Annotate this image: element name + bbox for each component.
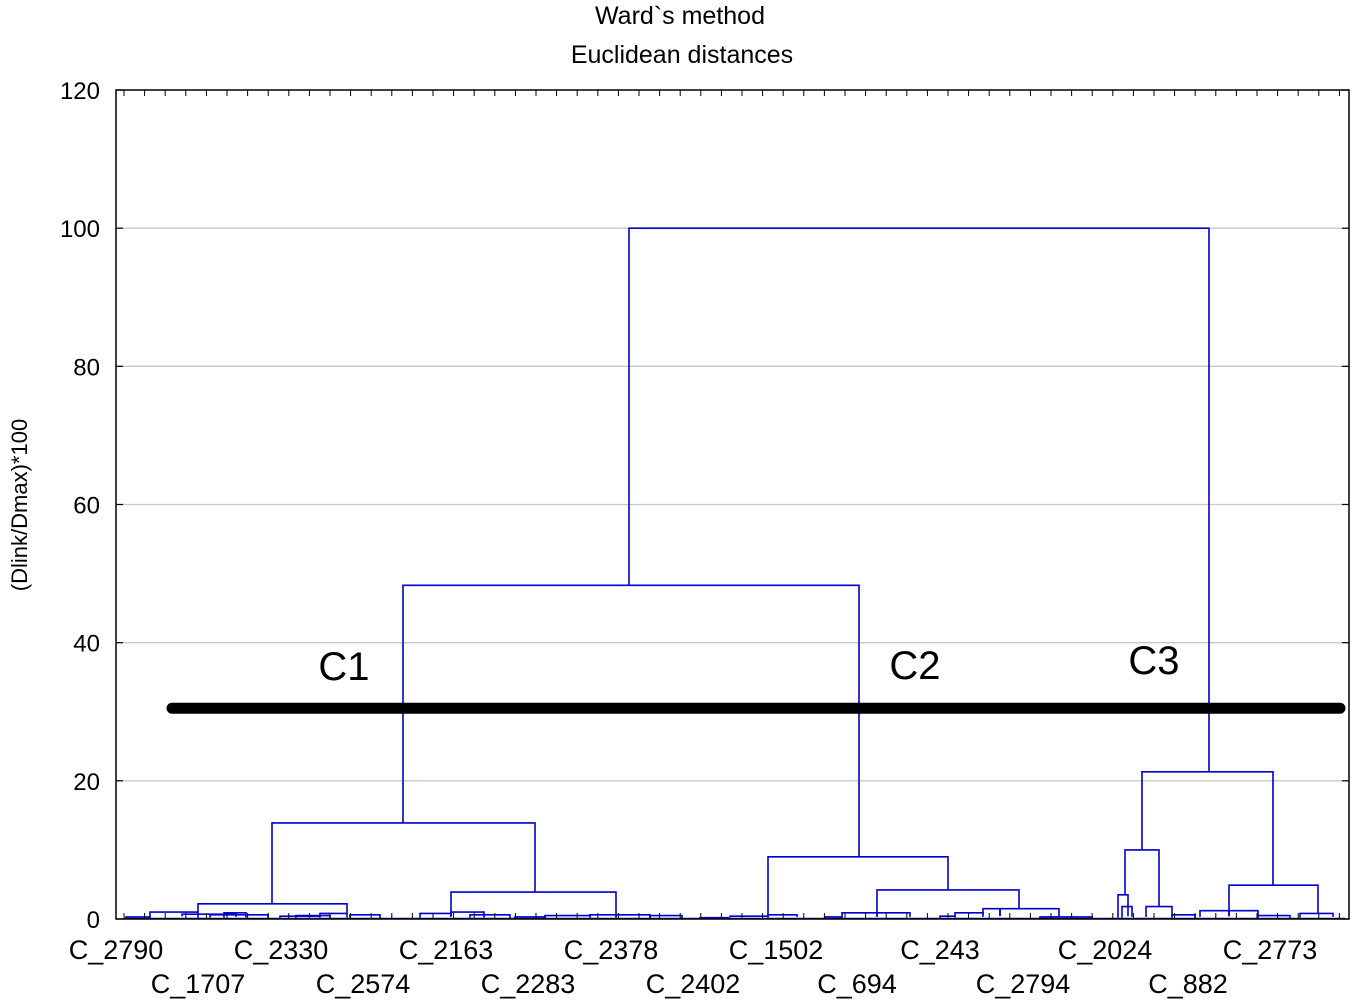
x-tick-label: C_2773 — [1223, 935, 1318, 965]
dendrogram-link — [223, 911, 247, 918]
dendrogram-link — [841, 911, 878, 917]
dendrogram-link — [1299, 912, 1334, 918]
grid-lines — [116, 227, 1349, 782]
dendrogram-link — [1121, 905, 1133, 918]
y-tick-labels: 0 20 40 60 80 100 120 — [60, 78, 100, 934]
dendrogram-link — [824, 916, 843, 919]
x-tick-labels: C_2790 C_2330 C_2163 C_2378 C_1502 C_243 C_202… — [69, 935, 1318, 999]
dendrogram-link — [349, 914, 381, 919]
y-tick-label: 0 — [87, 907, 100, 934]
chart-subtitle: Euclidean distances — [571, 41, 793, 69]
axis-ticks — [116, 89, 1349, 920]
dendrogram-link — [544, 914, 591, 918]
dendrogram-link — [1199, 909, 1230, 917]
dendrogram-link — [999, 907, 1060, 917]
dendrogram-link — [876, 911, 911, 917]
dendrogram-link — [1141, 771, 1274, 886]
x-tick-label: C_2024 — [1058, 935, 1153, 965]
y-tick-label: 40 — [73, 631, 100, 658]
x-tick-label: C_2330 — [234, 935, 329, 965]
y-tick-label: 120 — [60, 78, 100, 105]
dendrogram-link — [1145, 905, 1173, 917]
dendrogram-link — [767, 914, 798, 917]
y-tick-label: 60 — [73, 493, 100, 520]
dendrogram-link — [419, 912, 452, 918]
dendrogram-link — [271, 822, 536, 904]
cluster-label-c3: C3 — [1128, 639, 1179, 683]
x-tick-label: C_2794 — [976, 969, 1071, 999]
cluster-labels: C1 C2 C3 — [318, 639, 1179, 689]
y-tick-label: 20 — [73, 769, 100, 796]
dendrogram-link — [1257, 914, 1291, 919]
x-tick-label: C_694 — [817, 969, 897, 999]
dendrogram-link — [125, 916, 151, 919]
x-tick-label: C_2378 — [564, 935, 659, 965]
dendrogram-link — [1117, 894, 1129, 918]
x-tick-label: C_2790 — [69, 935, 164, 965]
dendrogram-tree — [124, 227, 1345, 920]
dendrogram-link — [589, 914, 617, 917]
x-tick-label: C_2402 — [646, 969, 741, 999]
dendrogram-link — [982, 907, 1001, 917]
x-tick-label: C_2283 — [481, 969, 576, 999]
dendrogram-link — [469, 914, 511, 919]
dendrogram-link — [649, 914, 683, 919]
x-tick-label: C_2163 — [399, 935, 494, 965]
cluster-label-c1: C1 — [318, 645, 369, 689]
dendrogram-link — [876, 889, 1020, 913]
x-tick-label: C_1707 — [151, 969, 246, 999]
cluster-label-c2: C2 — [889, 644, 940, 688]
dendrogram-link — [450, 891, 617, 915]
x-tick-label: C_882 — [1148, 969, 1228, 999]
y-axis-label: (Dlink/Dmax)*100 — [7, 419, 32, 591]
dendrogram-link — [1228, 909, 1259, 917]
y-tick-label: 80 — [73, 354, 100, 381]
dendrogram-link — [197, 903, 348, 914]
dendrogram-link — [402, 584, 860, 857]
x-tick-label: C_2574 — [316, 969, 411, 999]
y-tick-label: 100 — [60, 216, 100, 243]
dendrogram-link — [1228, 884, 1319, 914]
dendrogram-link — [1124, 849, 1160, 907]
x-tick-label: C_1502 — [729, 935, 824, 965]
x-tick-label: C_243 — [900, 935, 980, 965]
dendrogram-link — [628, 227, 1210, 772]
chart-title: Ward`s method — [595, 2, 765, 30]
dendrogram-link — [767, 856, 949, 917]
